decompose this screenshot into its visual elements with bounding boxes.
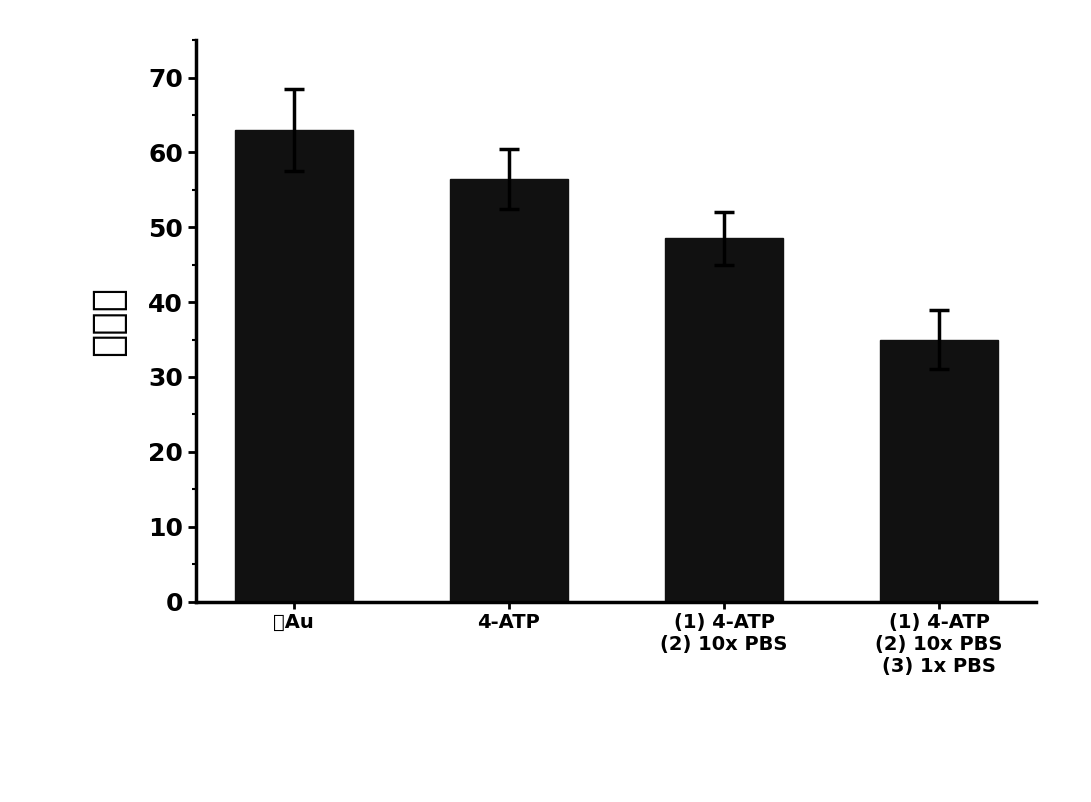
Bar [664, 238, 783, 602]
Bar [235, 130, 352, 602]
Bar [880, 339, 998, 602]
Y-axis label: 接触角: 接触角 [89, 286, 128, 356]
Bar [449, 179, 568, 602]
